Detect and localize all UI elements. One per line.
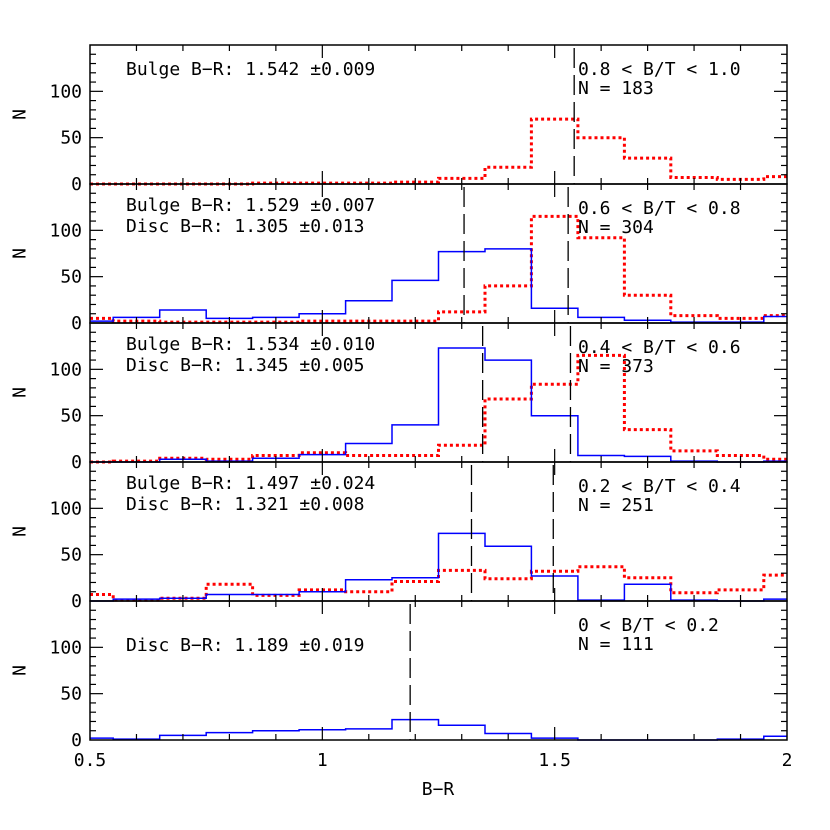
x-axis-label: B−R (422, 779, 455, 800)
panel-2: 0 50 100 N 0.6 < B/T < 0.8N = 304 Bulge B−R: … (10, 183, 788, 334)
y-axis-label: N (10, 665, 31, 676)
bulge-color-label: Bulge B−R: 1.534 ±0.010 (126, 334, 375, 355)
x-tick-label: 0.5 (74, 750, 107, 771)
panel-frame (89, 600, 788, 741)
panel-3: 0 50 100 N 0.4 < B/T < 0.6N = 373 Bulge B−R: … (10, 322, 788, 473)
x-tick-label: 1.5 (538, 750, 571, 771)
bulge-histogram-series (90, 117, 787, 186)
sample-size-label: N = 183 (578, 78, 654, 99)
bulge-color-label: Bulge B−R: 1.529 ±0.007 (126, 195, 375, 216)
y-axis-label: N (10, 109, 31, 120)
disc-color-label: Disc B−R: 1.305 ±0.013 (126, 216, 364, 237)
disc-histogram-series (90, 718, 787, 741)
bulge-histogram-series (90, 353, 787, 464)
y-tick-label: 0 (71, 174, 82, 195)
bt-range-label: 0.8 < B/T < 1.0 (578, 59, 741, 80)
disc-histogram-series (90, 248, 787, 323)
x-tick-labels: 0.5 1 1.5 2 (74, 750, 793, 771)
y-tick-label: 100 (49, 81, 82, 102)
panel-5: 0 50 100 N 0 < B/T < 0.2N = 111 Disc B−R: 1.1… (10, 600, 788, 751)
y-axis-label: N (10, 387, 31, 398)
y-tick-label: 50 (60, 128, 82, 149)
y-tick-label: 0 (71, 730, 82, 751)
y-tick-label: 0 (71, 313, 82, 334)
y-tick-label: 100 (49, 637, 82, 658)
x-tick-label: 2 (782, 750, 793, 771)
disc-histogram-series (90, 347, 787, 463)
bulge-color-label: Bulge B−R: 1.542 ±0.009 (126, 59, 375, 80)
panel-1: 0 50 100 N 0.8 < B/T < 1.0N = 183 Bulge B−R: … (10, 44, 788, 195)
disc-color-label: Disc B−R: 1.321 ±0.008 (126, 494, 364, 515)
sample-size-label: N = 251 (578, 495, 654, 516)
y-axis-label: N (10, 526, 31, 537)
y-tick-label: 50 (60, 545, 82, 566)
y-tick-label: 100 (49, 220, 82, 241)
sample-size-label: N = 304 (578, 217, 654, 238)
bulge-color-label: Bulge B−R: 1.497 ±0.024 (126, 473, 375, 494)
y-tick-label: 0 (71, 452, 82, 473)
bt-range-label: 0.4 < B/T < 0.6 (578, 337, 741, 358)
bt-range-label: 0 < B/T < 0.2 (578, 615, 719, 636)
sample-size-label: N = 373 (578, 356, 654, 377)
y-tick-label: 100 (49, 498, 82, 519)
y-tick-label: 100 (49, 359, 82, 380)
y-tick-label: 50 (60, 406, 82, 427)
bt-range-label: 0.6 < B/T < 0.8 (578, 198, 741, 219)
panel-4: 0 50 100 N 0.2 < B/T < 0.4N = 251 Bulge B−R: … (10, 461, 788, 612)
disc-color-label: Disc B−R: 1.189 ±0.019 (126, 635, 364, 656)
y-tick-label: 0 (71, 591, 82, 612)
histogram-panels: 0 50 100 N 0.8 < B/T < 1.0N = 183 Bulge B−R: … (10, 44, 788, 751)
y-tick-label: 50 (60, 267, 82, 288)
bt-range-label: 0.2 < B/T < 0.4 (578, 476, 741, 497)
disc-histogram-series (90, 532, 787, 602)
sample-size-label: N = 111 (578, 634, 654, 655)
y-axis-label: N (10, 248, 31, 259)
x-tick-label: 1 (317, 750, 328, 771)
disc-color-label: Disc B−R: 1.345 ±0.005 (126, 355, 364, 376)
y-tick-label: 50 (60, 684, 82, 705)
